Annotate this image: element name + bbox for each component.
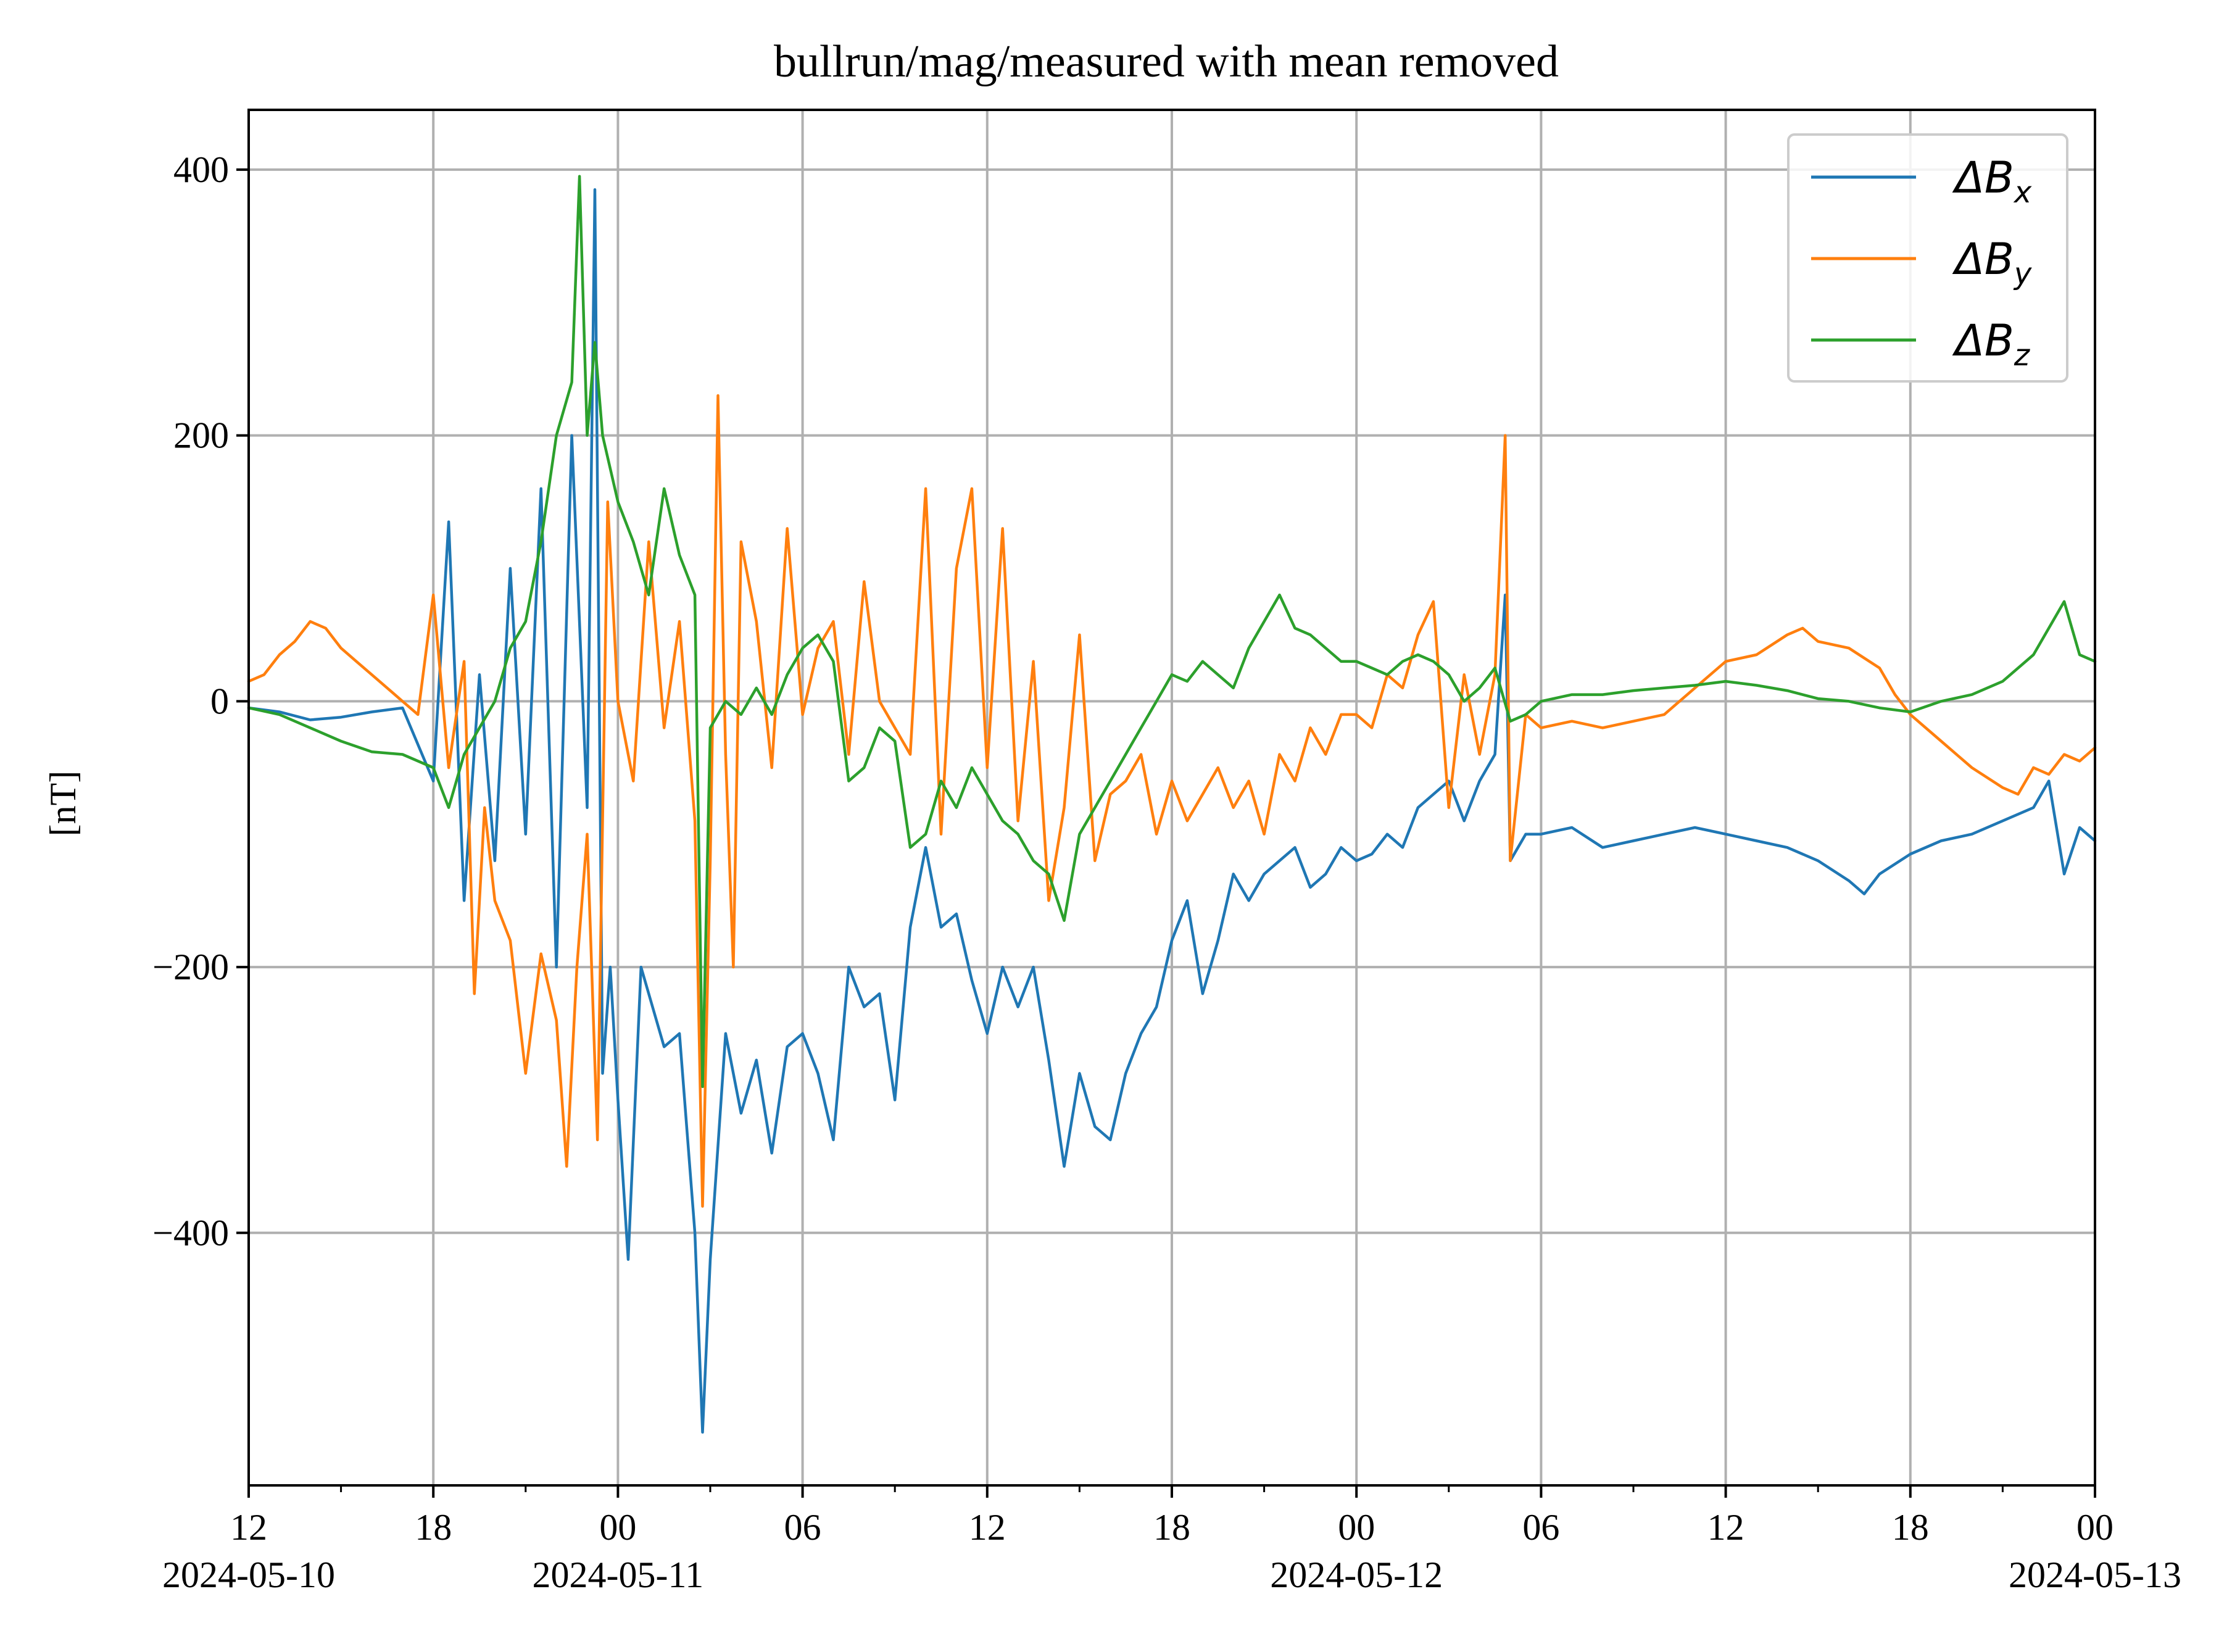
legend-box (1787, 133, 2068, 383)
legend-label-subscript: z (2014, 338, 2031, 373)
series-line-y (247, 394, 2097, 1208)
legend-label-y: ΔBy (1952, 234, 2032, 291)
legend-label-z: ΔBz (1952, 315, 2031, 373)
y-tick-label: −400 (152, 1213, 229, 1253)
x-tick-label: 12 (230, 1507, 267, 1548)
x-tick-label: 12 (1707, 1507, 1744, 1548)
x-tick-date-label: 2024-05-12 (1270, 1554, 1443, 1595)
x-tick-label: 06 (1522, 1507, 1559, 1548)
series-layer (247, 175, 2097, 1434)
legend-label-subscript: y (2013, 257, 2032, 291)
x-tick-date-label: 2024-05-11 (533, 1554, 704, 1595)
series-line-z (247, 175, 2097, 1089)
chart-title: bullrun/mag/measured with mean removed (774, 36, 1559, 87)
x-tick-label: 18 (1892, 1507, 1929, 1548)
legend-label-name: ΔB (1952, 315, 2014, 366)
legend-label-name: ΔB (1952, 234, 2014, 284)
x-tick-label: 12 (969, 1507, 1006, 1548)
y-tick-label: −200 (152, 947, 229, 987)
series-line-x (247, 188, 2097, 1434)
x-tick-label: 18 (1153, 1507, 1190, 1548)
x-tick-label: 00 (1338, 1507, 1375, 1548)
x-tick-label: 00 (2076, 1507, 2113, 1548)
x-tick-label: 18 (415, 1507, 452, 1548)
y-tick-label: 0 (210, 681, 229, 721)
y-tick-label: 400 (173, 149, 229, 190)
legend-label-name: ΔB (1952, 152, 2014, 203)
x-tick-date-label: 2024-05-13 (2009, 1554, 2181, 1595)
x-tick-label: 06 (784, 1507, 821, 1548)
y-axis-label: [nT] (43, 771, 83, 837)
x-tick-label: 00 (599, 1507, 636, 1548)
y-tick-label: 200 (173, 415, 229, 456)
legend-label-subscript: x (2013, 175, 2032, 210)
tick-layer: 12 2024-05-10 18 00 2024-05-11 06 12 18 00 2024-0… (152, 149, 2181, 1595)
x-tick-date-label: 2024-05-10 (162, 1554, 335, 1595)
legend-label-x: ΔBx (1952, 152, 2032, 210)
